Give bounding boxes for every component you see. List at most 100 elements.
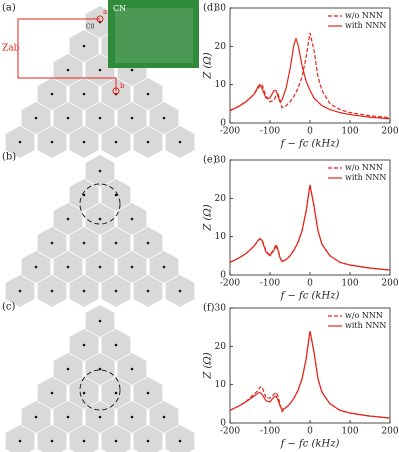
node-b xyxy=(112,87,120,95)
zab-label: Zab xyxy=(2,44,20,54)
x-tick-label: -200 xyxy=(220,127,240,137)
hex-dot xyxy=(66,217,70,221)
legend-label: w/o NNN xyxy=(345,163,383,172)
y-axis-label: Z (Ω) xyxy=(203,52,214,79)
legend-label: with NNN xyxy=(345,21,386,30)
series-line xyxy=(229,330,391,419)
hex-dot xyxy=(50,391,54,395)
hex-dot xyxy=(98,415,102,419)
hexagon xyxy=(5,425,35,452)
hexagon xyxy=(101,425,131,452)
y-tick-label: 10 xyxy=(215,80,227,90)
x-axis-label: f − fc (kHz) xyxy=(280,139,340,150)
legend-label: w/o NNN xyxy=(345,11,383,20)
x-tick-label: 0 xyxy=(307,427,313,437)
x-axis-label: f − fc (kHz) xyxy=(280,291,340,302)
y-tick-label: 10 xyxy=(215,232,227,242)
hex-dot xyxy=(18,140,22,144)
hex-dot xyxy=(82,193,86,197)
hex-dot xyxy=(82,439,86,443)
hex-dot xyxy=(82,92,86,96)
y-tick-label: 30 xyxy=(215,4,227,14)
hex-dot xyxy=(98,169,102,173)
hex-dot xyxy=(114,439,118,443)
hex-dot xyxy=(130,367,134,371)
hex-dot xyxy=(146,289,150,293)
x-tick-label: -200 xyxy=(220,427,240,437)
hexagon xyxy=(69,425,99,452)
hex-dot xyxy=(178,289,182,293)
hex-dot xyxy=(18,289,22,293)
hex-dot xyxy=(82,289,86,293)
photo-board xyxy=(115,8,193,63)
legend-label: with NNN xyxy=(345,173,386,182)
hex-dot xyxy=(66,265,70,269)
hex-dot xyxy=(82,44,86,48)
x-tick-label: -100 xyxy=(260,127,280,137)
hexagon xyxy=(165,425,195,452)
legend-label: with NNN xyxy=(345,321,386,330)
lattice-diagrams xyxy=(5,6,195,452)
x-tick-label: 100 xyxy=(341,127,358,137)
y-tick-label: 20 xyxy=(215,42,227,52)
y-tick-label: 0 xyxy=(220,119,226,129)
x-tick-label: 200 xyxy=(381,427,398,437)
b-label: b xyxy=(120,82,125,90)
series-line xyxy=(229,184,391,271)
hex-dot xyxy=(178,439,182,443)
panel-label: (f) xyxy=(203,303,215,314)
hex-dot xyxy=(162,265,166,269)
hex-dot xyxy=(98,217,102,221)
hex-dot xyxy=(50,439,54,443)
hex-dot xyxy=(66,116,70,120)
hex-dot xyxy=(50,140,54,144)
hex-dot xyxy=(114,343,118,347)
panel-label: (e) xyxy=(203,155,217,166)
panel-label: (d) xyxy=(203,3,217,14)
x-tick-label: 0 xyxy=(307,127,313,137)
hex-dot xyxy=(98,265,102,269)
a-label: a xyxy=(103,8,107,16)
y-tick-label: 10 xyxy=(215,380,227,390)
hexagon xyxy=(133,425,163,452)
hex-dot xyxy=(146,391,150,395)
hex-dot xyxy=(66,415,70,419)
x-tick-label: 100 xyxy=(341,427,358,437)
hex-dot xyxy=(34,265,38,269)
hex-dot xyxy=(114,241,118,245)
y-tick-label: 0 xyxy=(220,271,226,281)
x-tick-label: -100 xyxy=(260,279,280,289)
hex-dot xyxy=(114,140,118,144)
y-tick-label: 20 xyxy=(215,342,227,352)
hex-dot xyxy=(130,68,134,72)
hex-dot xyxy=(162,116,166,120)
hex-dot xyxy=(50,241,54,245)
hex-dot xyxy=(82,241,86,245)
c0-label: C0 xyxy=(86,24,95,31)
zab-bracket xyxy=(17,18,117,91)
hex-dot xyxy=(114,391,118,395)
x-tick-label: 0 xyxy=(307,279,313,289)
hex-dot xyxy=(98,319,102,323)
panel-label: (b) xyxy=(2,152,16,163)
x-tick-label: 200 xyxy=(381,279,398,289)
hex-dot xyxy=(82,343,86,347)
y-tick-label: 20 xyxy=(215,194,227,204)
x-tick-label: -100 xyxy=(260,427,280,437)
series-line xyxy=(229,330,391,419)
hex-dot xyxy=(130,265,134,269)
hex-dot xyxy=(114,289,118,293)
y-axis-label: Z (Ω) xyxy=(203,204,214,231)
y-tick-label: 0 xyxy=(220,419,226,429)
legend-label: w/o NNN xyxy=(345,311,383,320)
hex-dot xyxy=(82,140,86,144)
hex-dot xyxy=(82,391,86,395)
hop-circle xyxy=(79,369,121,411)
series-line xyxy=(229,36,391,120)
node-a xyxy=(96,15,104,23)
hex-dot xyxy=(162,415,166,419)
hex-dot xyxy=(66,367,70,371)
series-line xyxy=(229,32,391,119)
hex-dot xyxy=(130,415,134,419)
y-tick-label: 30 xyxy=(215,156,227,166)
